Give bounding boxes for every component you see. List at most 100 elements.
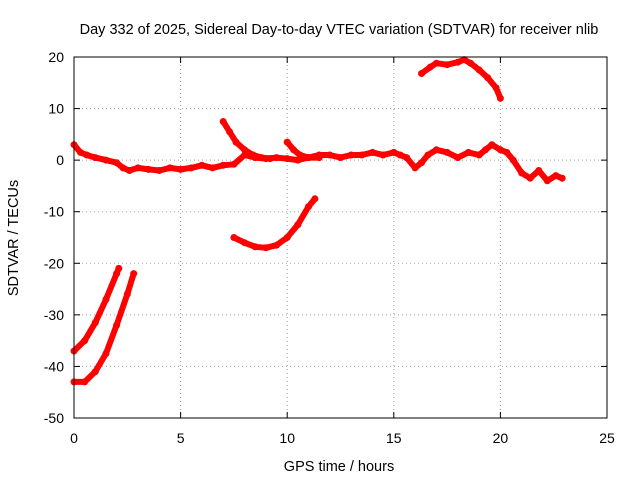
data-point xyxy=(496,94,504,102)
data-point xyxy=(311,195,319,203)
data-point xyxy=(232,138,240,146)
data-point xyxy=(130,270,138,278)
data-point xyxy=(251,243,259,251)
data-point xyxy=(81,337,89,345)
data-point xyxy=(113,321,121,329)
data-point xyxy=(509,156,517,164)
data-point xyxy=(460,56,468,64)
data-point xyxy=(166,164,174,172)
data-point xyxy=(503,148,511,156)
data-point xyxy=(337,154,344,162)
data-point xyxy=(464,148,472,156)
data-point xyxy=(305,203,312,211)
data-point xyxy=(76,148,84,156)
data-point xyxy=(226,128,234,136)
data-point xyxy=(91,368,99,376)
y-tick-label: -40 xyxy=(44,358,64,374)
data-point xyxy=(369,148,376,156)
data-point xyxy=(134,164,142,172)
chart-title: Day 332 of 2025, Sidereal Day-to-day VTE… xyxy=(80,22,599,38)
data-point xyxy=(219,161,227,169)
data-point xyxy=(187,164,195,172)
data-point xyxy=(283,138,291,146)
data-point xyxy=(249,151,257,159)
data-point xyxy=(443,148,451,156)
data-series-group xyxy=(70,56,566,386)
data-point xyxy=(241,146,249,154)
data-point xyxy=(418,70,425,77)
data-point xyxy=(83,151,91,159)
x-tick-label: 0 xyxy=(70,430,78,446)
data-point xyxy=(209,164,217,172)
x-tick-label: 10 xyxy=(279,430,295,446)
y-tick-label: -50 xyxy=(44,410,64,426)
data-point xyxy=(426,63,434,71)
y-tick-label: 20 xyxy=(48,49,64,65)
data-point xyxy=(535,167,543,174)
data-point xyxy=(273,154,280,162)
data-point xyxy=(326,151,334,159)
data-point xyxy=(145,165,153,173)
data-point xyxy=(492,84,500,92)
data-point xyxy=(125,167,133,174)
y-axis-label: SDTVAR / TECUs xyxy=(6,180,22,296)
data-point xyxy=(543,177,551,185)
data-point xyxy=(102,156,110,164)
y-tick-label: -10 xyxy=(44,204,64,220)
data-point xyxy=(424,151,432,159)
data-point xyxy=(432,146,440,154)
data-point xyxy=(115,264,123,272)
data-point xyxy=(379,151,387,159)
data-point xyxy=(290,146,298,154)
plot-area-border xyxy=(73,56,608,419)
data-point xyxy=(305,154,312,162)
data-point xyxy=(484,74,492,82)
data-point xyxy=(155,167,163,174)
data-point xyxy=(518,169,526,177)
data-point xyxy=(294,221,302,229)
data-point xyxy=(526,174,534,182)
data-point xyxy=(443,61,451,69)
data-point xyxy=(496,146,504,154)
data-point xyxy=(283,155,291,163)
y-tick-label: -20 xyxy=(44,255,64,271)
x-tick-label: 25 xyxy=(599,430,615,446)
data-point xyxy=(123,290,131,298)
data-point xyxy=(91,154,99,162)
data-point xyxy=(454,58,462,66)
data-point xyxy=(219,118,227,125)
data-point xyxy=(418,159,425,167)
y-tick-label: 10 xyxy=(48,101,64,117)
data-point xyxy=(403,154,411,162)
data-point xyxy=(113,159,121,167)
data-point xyxy=(488,141,496,149)
data-point xyxy=(102,350,110,357)
data-point xyxy=(552,172,560,180)
data-point xyxy=(482,146,489,154)
data-point xyxy=(475,66,483,74)
grid-lines xyxy=(74,57,607,418)
data-point xyxy=(454,154,462,162)
data-point xyxy=(102,295,110,303)
data-point xyxy=(198,161,206,169)
data-point xyxy=(230,234,238,241)
data-point xyxy=(475,151,483,159)
data-point xyxy=(347,151,355,159)
data-point xyxy=(467,59,475,67)
data-point xyxy=(91,319,99,327)
data-point xyxy=(358,151,366,159)
data-point xyxy=(396,151,404,159)
data-point xyxy=(558,174,566,182)
data-point xyxy=(266,155,274,163)
data-point xyxy=(258,154,266,162)
y-tick-label: 0 xyxy=(56,152,64,168)
x-axis-label: GPS time / hours xyxy=(284,459,394,475)
x-tick-label: 20 xyxy=(493,430,509,446)
data-point xyxy=(177,165,185,173)
data-point xyxy=(283,234,291,241)
data-point xyxy=(432,59,440,67)
data-point xyxy=(296,151,304,159)
data-point xyxy=(241,239,249,247)
